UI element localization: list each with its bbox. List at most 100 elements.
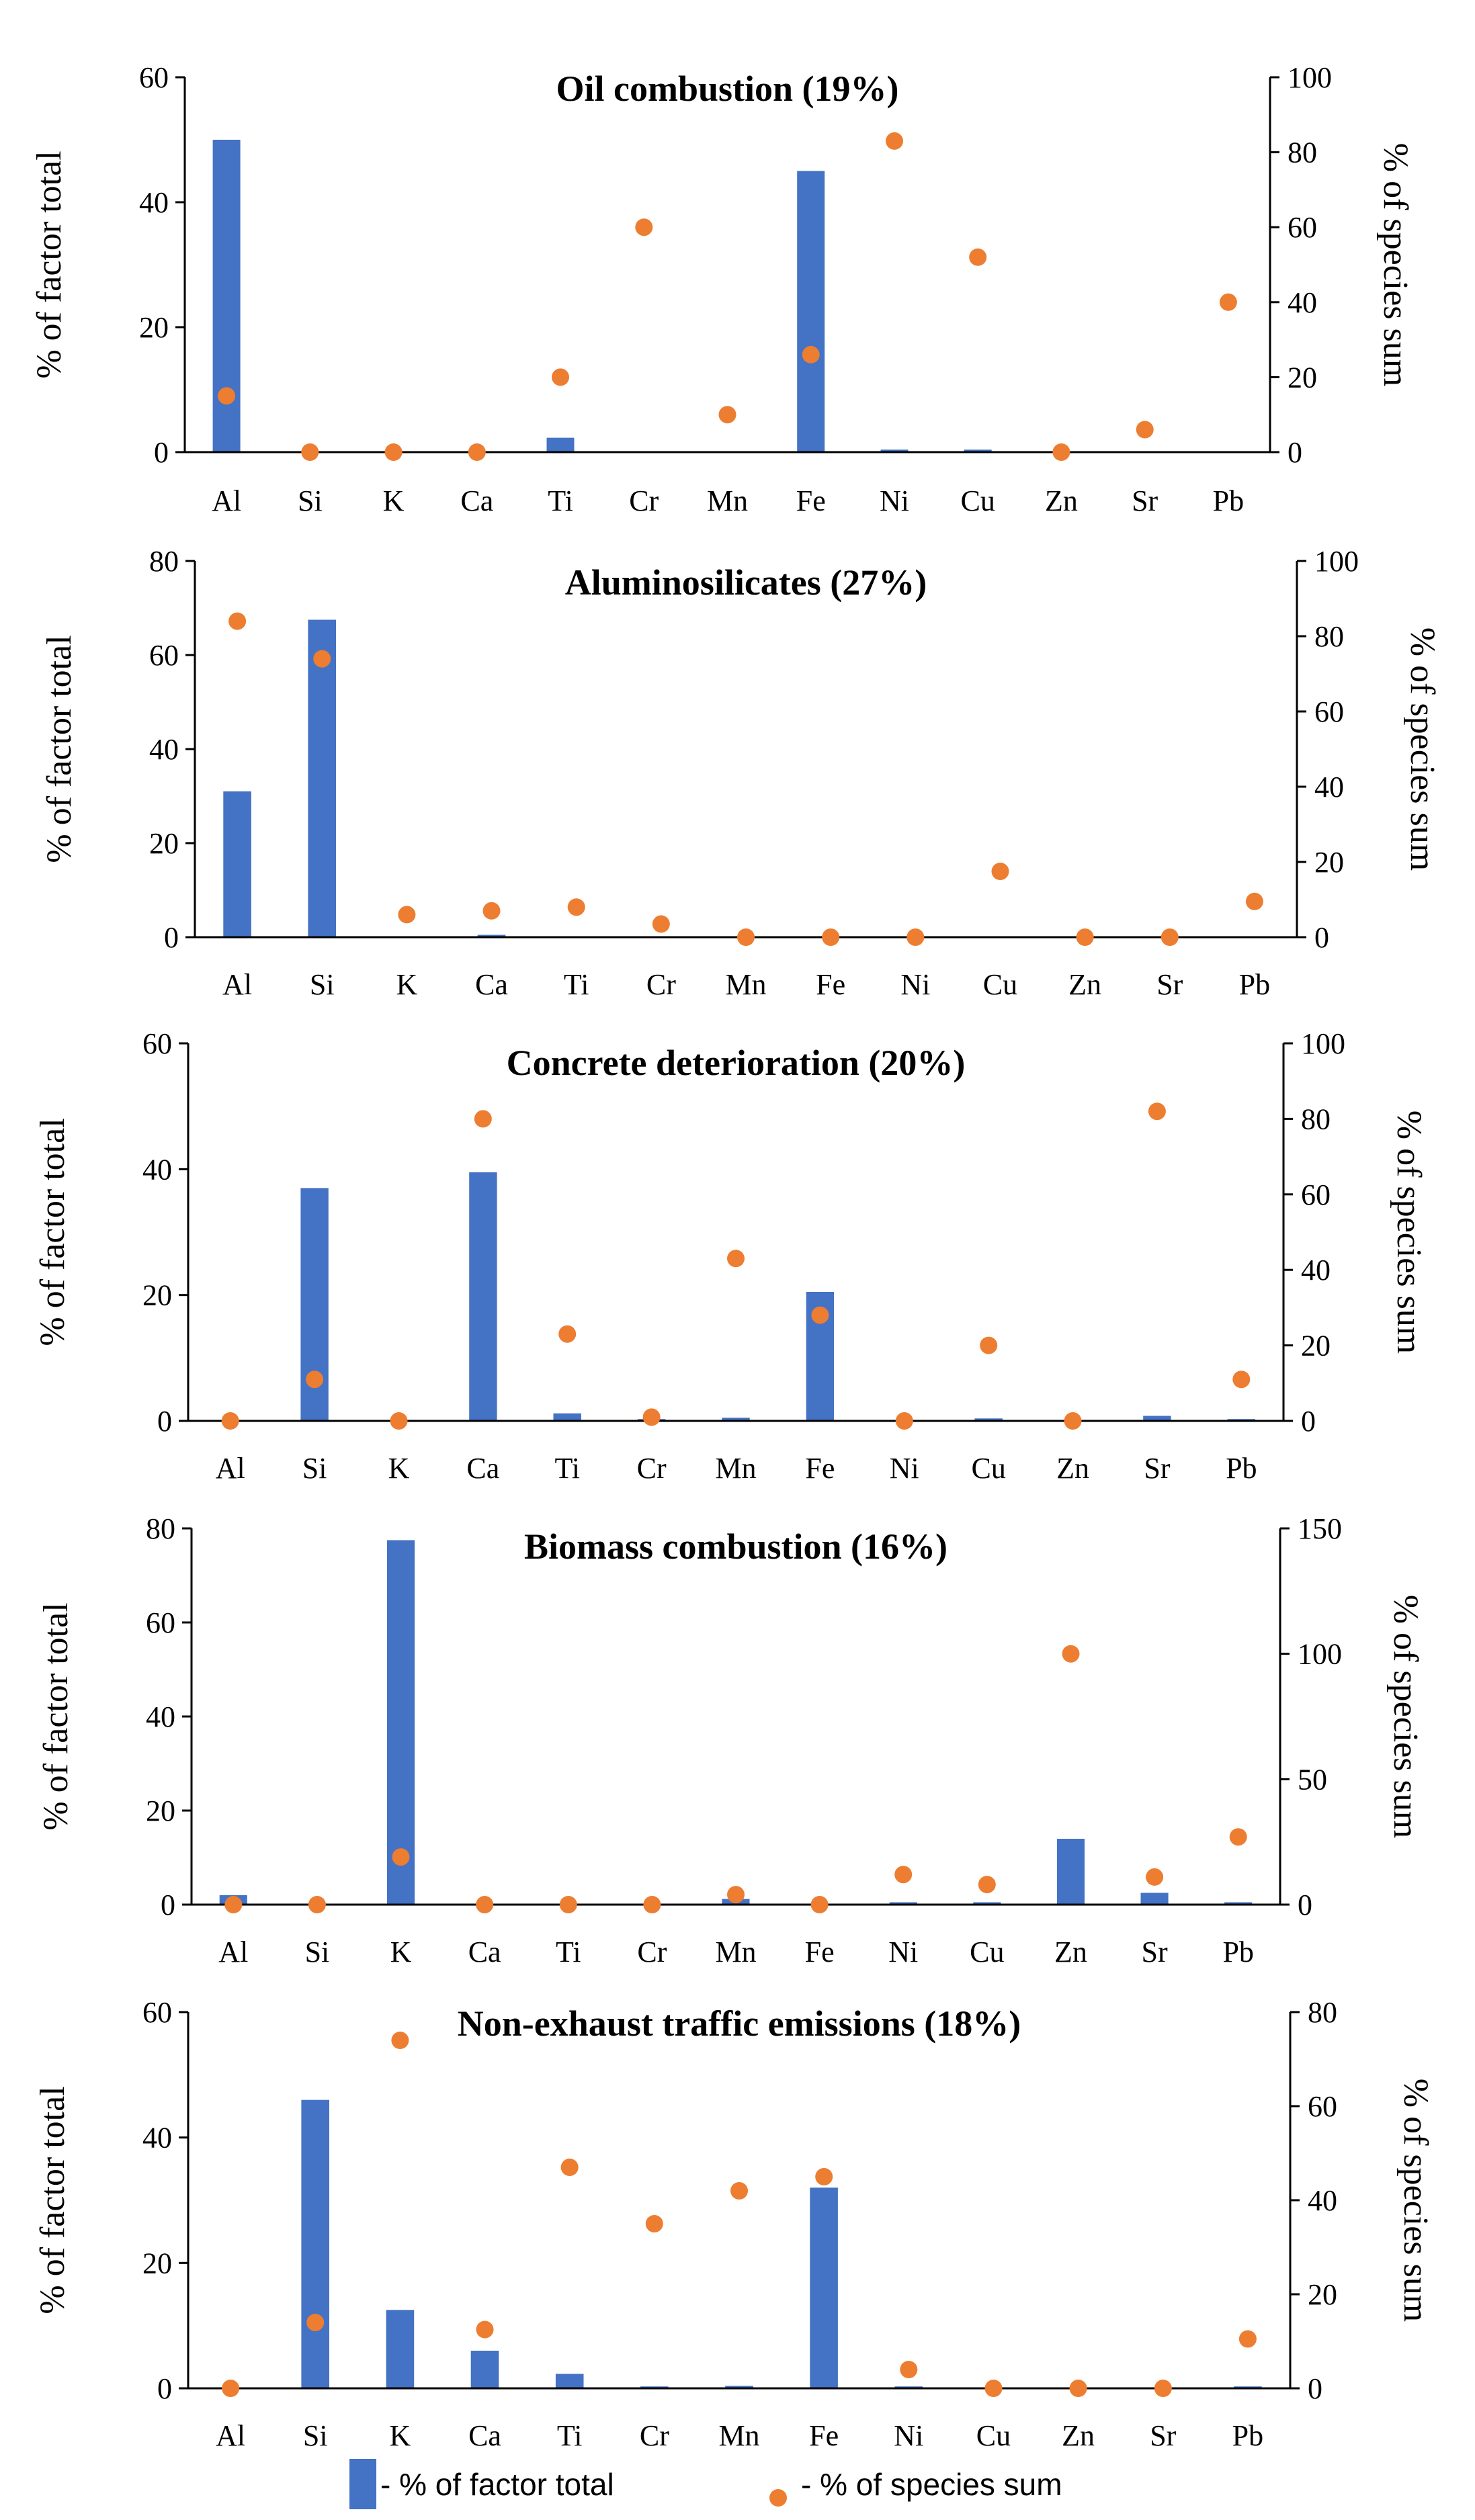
dot-sr [1136,421,1154,439]
dot-cu [978,1876,996,1894]
right-axis-label: % of species sum [1396,2079,1435,2322]
dot-sr [1148,1102,1166,1121]
chart-panel-1: 0 20 40 60 0 20 40 60 80 100 Al Si K Ca Ti Cr Mn Fe Ni Cu Zn… [30,61,1415,517]
dot-al [221,1412,239,1430]
right-tick-label: 80 [1288,136,1317,169]
dot-k [390,1412,408,1430]
category-label-mn: Mn [725,968,766,1001]
dot-pb [1219,293,1237,311]
dot-al [224,1896,243,1913]
category-label-sr: Sr [1150,2419,1176,2452]
dot-cr [652,915,670,933]
right-tick-label: 100 [1301,1027,1345,1060]
dot-ti [558,1325,577,1343]
left-tick-label: 60 [142,1996,172,2029]
dot-si [301,443,319,461]
category-label-cu: Cu [976,2419,1011,2452]
dot-ti [560,2159,579,2176]
left-tick-label: 20 [149,827,179,860]
category-label-sr: Sr [1156,968,1183,1001]
category-label-cr: Cr [637,1936,667,1968]
legend: - % of factor total - % of species sum [349,2459,1062,2509]
category-label-pb: Pb [1226,1452,1257,1485]
category-label-cr: Cr [637,1452,667,1485]
category-label-cu: Cu [983,968,1017,1001]
category-label-ca: Ca [466,1452,499,1485]
dot-ni [900,2361,918,2378]
dot-ti [552,368,569,386]
dot-pb [1232,1371,1251,1389]
category-label-k: K [388,1452,410,1485]
left-axis-label: % of factor total [34,1118,72,1346]
category-label-mn: Mn [707,484,748,517]
right-tick-label: 60 [1314,695,1344,728]
right-tick-label: 0 [1288,436,1302,469]
category-label-ni: Ni [894,2419,923,2452]
category-label-ti: Ti [557,2419,583,2452]
left-tick-label: 0 [164,921,179,954]
left-tick-label: 60 [139,61,169,94]
legend-bar-swatch [349,2459,376,2509]
right-tick-label: 60 [1308,2090,1337,2123]
bar-al [212,140,241,452]
panel-title: Concrete deterioration (20%) [507,1043,966,1083]
left-tick-label: 40 [146,1700,175,1733]
dot-fe [815,2168,833,2185]
dot-zn [1052,443,1070,461]
dot-ti [559,1896,577,1913]
bar-cu [973,1902,1001,1905]
dot-cr [643,1896,661,1913]
bar-mn [722,1418,750,1421]
dot-ca [476,1896,494,1913]
dot-k [384,443,403,461]
dot-sr [1161,928,1179,946]
category-label-cr: Cr [646,968,676,1001]
bar-sr [1143,1416,1171,1421]
right-tick-label: 20 [1301,1330,1331,1362]
category-label-al: Al [222,968,252,1001]
right-axis-label: % of species sum [1390,1111,1428,1354]
category-label-ni: Ni [880,484,909,517]
right-tick-label: 0 [1298,1888,1312,1921]
bar-fe [797,171,825,452]
right-tick-label: 150 [1298,1512,1342,1545]
right-tick-label: 0 [1308,2372,1322,2405]
left-tick-label: 0 [154,436,169,469]
right-tick-label: 100 [1298,1638,1342,1671]
dot-fe [810,1896,829,1913]
left-tick-label: 0 [161,1888,175,1921]
category-label-zn: Zn [1054,1936,1087,1968]
category-label-pb: Pb [1232,2419,1263,2452]
dot-mn [730,2182,748,2200]
category-label-mn: Mn [718,2419,759,2452]
dot-si [306,2314,325,2331]
dot-ca [474,1110,492,1128]
bar-fe [810,2187,838,2388]
category-label-fe: Fe [805,1936,835,1968]
dot-fe [802,345,820,363]
right-tick-label: 60 [1301,1178,1331,1211]
dot-k [398,906,416,924]
category-label-zn: Zn [1068,968,1101,1001]
left-tick-label: 0 [157,2372,172,2405]
dot-zn [1064,1412,1082,1430]
left-tick-label: 60 [142,1027,172,1060]
bar-ni [880,449,909,452]
left-tick-label: 40 [142,2122,172,2155]
category-label-pb: Pb [1213,484,1244,517]
right-tick-label: 40 [1314,771,1344,803]
bar-ca [477,935,506,937]
dot-zn [1062,1645,1080,1663]
right-tick-label: 0 [1301,1405,1316,1438]
right-tick-label: 40 [1308,2184,1337,2217]
bar-ca [469,1172,497,1421]
legend-dot-swatch [769,2489,787,2507]
dot-mn [727,1886,745,1904]
dot-ni [894,1866,913,1884]
left-tick-label: 40 [142,1153,172,1186]
category-label-al: Al [216,2419,245,2452]
right-tick-label: 20 [1308,2278,1337,2311]
dot-cu [980,1336,998,1354]
dot-cu [969,248,987,266]
